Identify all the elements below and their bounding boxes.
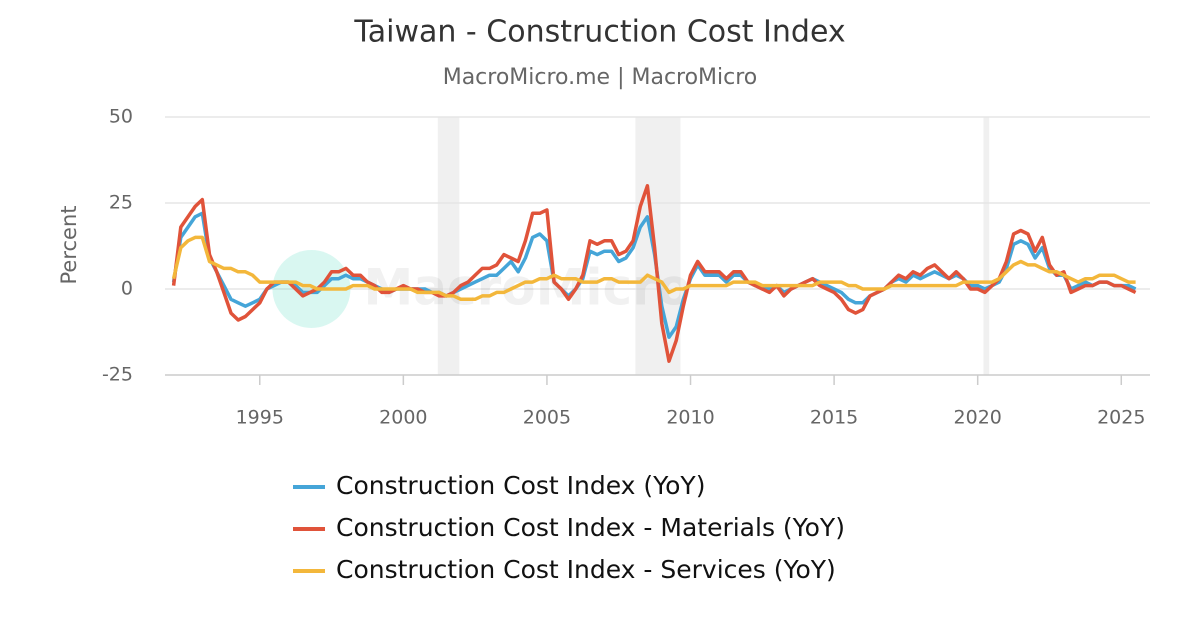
- chart-title: Taiwan - Construction Cost Index: [353, 15, 845, 50]
- x-tick-label: 2020: [954, 407, 1002, 429]
- series-line: [171, 184, 1137, 363]
- legend-label: Construction Cost Index - Materials (YoY…: [336, 513, 845, 542]
- recession-band: [983, 117, 990, 375]
- legend-label: Construction Cost Index (YoY): [336, 471, 705, 500]
- recession-band: [437, 117, 460, 375]
- y-tick-label: 0: [121, 278, 133, 300]
- series-line: [171, 235, 1136, 302]
- y-tick-label: 50: [109, 106, 133, 128]
- y-axis-label: Percent: [57, 205, 81, 284]
- watermark-logo: [272, 250, 351, 328]
- y-tick-label: 25: [109, 192, 133, 214]
- y-tick-label: -25: [102, 364, 133, 386]
- x-tick-label: 1995: [236, 407, 284, 429]
- x-tick-label: 2010: [666, 407, 714, 429]
- x-tick-label: 2000: [379, 407, 427, 429]
- x-tick-label: 2005: [523, 407, 571, 429]
- legend-label: Construction Cost Index - Services (YoY): [336, 555, 836, 584]
- recession-band: [635, 117, 681, 375]
- x-tick-label: 2025: [1097, 407, 1145, 429]
- chart-subtitle: MacroMicro.me | MacroMicro: [443, 65, 758, 90]
- x-tick-label: 2015: [810, 407, 858, 429]
